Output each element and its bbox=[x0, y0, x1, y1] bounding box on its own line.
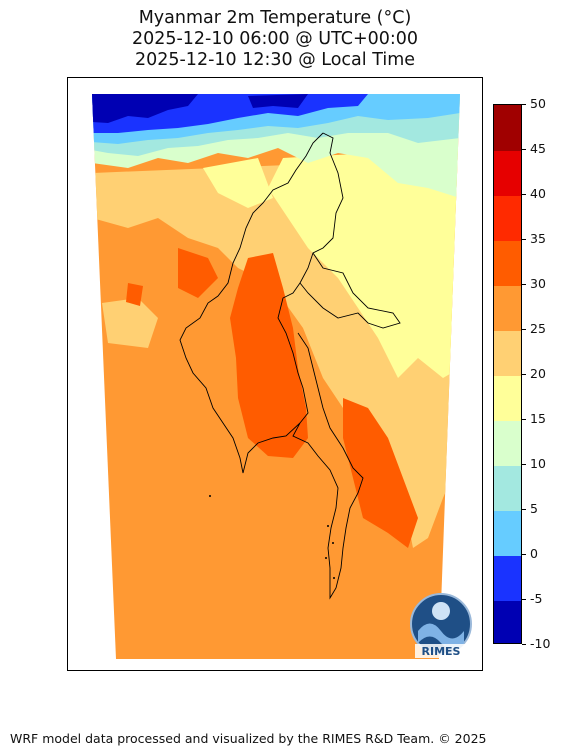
colorbar-segment bbox=[494, 555, 521, 601]
colorbar-segment bbox=[494, 375, 521, 421]
colorbar-segment bbox=[494, 600, 521, 643]
colorbar-tick-label: 30 bbox=[530, 276, 546, 291]
colorbar-tick-label: 15 bbox=[530, 411, 546, 426]
colorbar-segment bbox=[494, 240, 521, 286]
colorbar-segment bbox=[494, 105, 521, 151]
colorbar-tick-label: -5 bbox=[530, 591, 543, 606]
colorbar-tick-label: -10 bbox=[530, 636, 551, 651]
temp-band-30-35 bbox=[126, 248, 418, 548]
colorbar-segment bbox=[494, 285, 521, 331]
colorbar-segment bbox=[494, 195, 521, 241]
rimes-logo-text: RIMES bbox=[422, 645, 461, 658]
colorbar-tick-label: 50 bbox=[530, 96, 546, 111]
colorbar-tick-label: 40 bbox=[530, 186, 546, 201]
footer-credit: WRF model data processed and visualized … bbox=[10, 731, 487, 746]
colorbar-segment bbox=[494, 330, 521, 376]
colorbar-tick-label: 35 bbox=[530, 231, 546, 246]
colorbar-tick-label: 5 bbox=[530, 501, 538, 516]
colorbar-tick bbox=[522, 149, 526, 150]
title-line-3: 2025-12-10 12:30 @ Local Time bbox=[134, 50, 416, 70]
colorbar-tick bbox=[522, 194, 526, 195]
colorbar-tick bbox=[522, 239, 526, 240]
colorbar-tick bbox=[522, 599, 526, 600]
colorbar-tick-label: 45 bbox=[530, 141, 546, 156]
title-line-1: Myanmar 2m Temperature (°C) bbox=[138, 8, 412, 28]
myanmar-border bbox=[179, 132, 401, 600]
colorbar-tick-label: 20 bbox=[530, 366, 546, 381]
colorbar-segment bbox=[494, 465, 521, 511]
map-panel: RIMES bbox=[67, 77, 483, 671]
colorbar-tick-label: 10 bbox=[530, 456, 546, 471]
colorbar-tick-label: 25 bbox=[530, 321, 546, 336]
colorbar-tick bbox=[522, 554, 526, 555]
colorbar-tick bbox=[522, 419, 526, 420]
temp-band-15-20 bbox=[203, 148, 460, 378]
temperature-map: RIMES bbox=[92, 94, 472, 659]
title-line-2: 2025-12-10 06:00 @ UTC+00:00 bbox=[131, 29, 419, 49]
island-dots bbox=[209, 495, 335, 579]
colorbar-segment bbox=[494, 420, 521, 466]
colorbar bbox=[493, 104, 522, 644]
colorbar-tick bbox=[522, 464, 526, 465]
rimes-logo: RIMES bbox=[410, 593, 472, 658]
temp-band-neg10-neg5 bbox=[92, 94, 308, 123]
colorbar-segment bbox=[494, 510, 521, 556]
colorbar-tick bbox=[522, 329, 526, 330]
colorbar-tick bbox=[522, 374, 526, 375]
colorbar-tick-label: 0 bbox=[530, 546, 538, 561]
chart-title: Myanmar 2m Temperature (°C) 2025-12-10 0… bbox=[0, 8, 550, 71]
colorbar-tick bbox=[522, 284, 526, 285]
colorbar-tick bbox=[522, 509, 526, 510]
colorbar-tick bbox=[522, 104, 526, 105]
colorbar-segment bbox=[494, 150, 521, 196]
colorbar-tick bbox=[522, 644, 526, 645]
